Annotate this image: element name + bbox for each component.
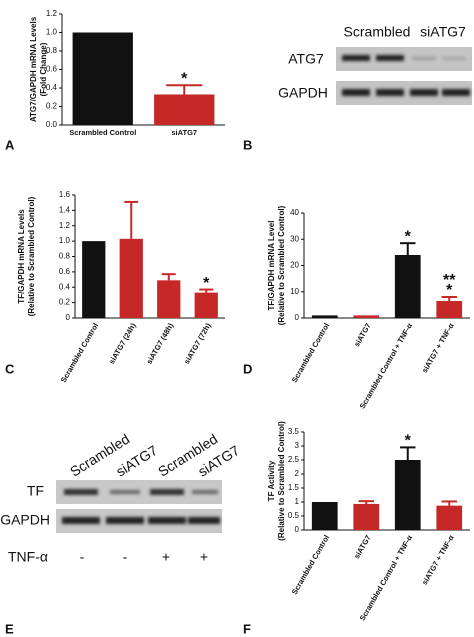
x-tick-label: siATG7 [352,533,373,560]
x-tick-label: Scrambled Control [69,128,136,137]
bar [353,315,380,318]
row-label: GAPDH [278,85,328,101]
x-tick-label: Scrambled Control [290,533,331,596]
y-axis-label: (Fold Change) [39,42,48,96]
y-axis-label: TF Activity [267,460,276,501]
y-tick-label: 40 [290,208,299,217]
bar [154,94,215,125]
y-tick-label: 3.5 [288,427,300,436]
x-tick-label: Scrambled Control [290,321,331,384]
y-axis-label: ATG7/GAPDH mRNA Levels [29,16,38,122]
x-tick-label: siATG7 + TNF-α [420,533,456,586]
annotation: * [203,275,210,292]
panel-label: A [5,137,15,152]
y-tick-label: 0 [295,313,300,322]
x-tick-label: Scrambled Control [59,321,100,384]
x-tick-label: siATG7 (72h) [182,321,213,366]
y-axis-label: TF/GAPDH mRNA Levels [17,209,26,304]
y-tick-label: 0.0 [46,120,58,129]
row-label: TF [27,483,44,499]
annotation: * [405,433,412,450]
bands [62,517,220,524]
y-tick-label: 1.2 [46,9,58,18]
treatment-sign: + [162,549,170,565]
bar [353,503,380,530]
bar [436,300,463,318]
treatment-sign: + [200,549,208,565]
y-tick-label: 0.6 [59,267,71,276]
bar [311,315,338,318]
row-label: GAPDH [0,512,50,528]
bands [342,55,466,61]
y-tick-label: 0.2 [46,102,58,111]
y-tick-label: 1 [295,497,300,506]
panel-label: C [5,361,15,376]
y-tick-label: 1.2 [59,221,71,230]
y-axis-label: (Relative to Scrambled Control) [277,421,286,541]
lane-label: Scrambled [344,24,411,40]
y-tick-label: 0.6 [46,65,58,74]
panel-label: E [5,621,14,636]
bar [82,241,106,318]
annotation: * [405,228,412,245]
y-tick-label: 0.4 [59,282,71,291]
bar [394,460,421,530]
y-tick-label: 1.6 [59,190,71,199]
y-tick-label: 0.2 [59,298,71,307]
y-axis-label: TF/GAPDH mRNA Level [267,221,276,311]
bands [64,489,218,495]
y-tick-label: 30 [290,234,299,243]
y-tick-label: 2 [295,469,300,478]
y-tick-label: 0 [66,313,71,322]
y-tick-label: 1.5 [288,483,300,492]
bar [311,502,338,530]
y-tick-label: 1.0 [46,28,58,37]
bar [394,255,421,318]
y-tick-label: 3 [295,441,300,450]
x-tick-label: siATG7 [171,128,197,137]
treatment-sign: - [123,549,128,565]
y-tick-label: 0.4 [46,83,58,92]
lane-label: siATG7 [420,24,466,40]
annotation: * [446,282,453,299]
bar [194,292,218,318]
x-tick-label: siATG7 (24h) [107,321,138,366]
annotation: ** [443,272,456,289]
panel-label: D [243,361,252,376]
panel-label: F [243,621,251,636]
bar [436,505,463,530]
bands [342,89,470,96]
y-tick-label: 1.0 [59,236,71,245]
x-tick-label: siATG7 (48h) [145,321,176,366]
y-tick-label: 0.8 [59,252,71,261]
row-label: ATG7 [288,51,324,67]
y-tick-label: 0 [295,525,300,534]
x-tick-label: siATG7 + TNF-α [420,321,456,374]
y-tick-label: 2.5 [288,455,300,464]
y-tick-label: 20 [290,261,299,270]
blot-b: Scrambled siATG7 ATG7 GAPDH B [243,24,472,152]
bar [157,280,181,318]
bar [119,238,143,318]
treatment-label: TNF-α [8,549,48,565]
x-tick-label: siATG7 [352,321,373,348]
y-tick-label: 0.5 [288,511,300,520]
y-tick-label: 0.8 [46,46,58,55]
y-axis-label: (Relative to Scrambled Control) [277,205,286,325]
y-tick-label: 1.4 [59,205,71,214]
y-tick-label: 10 [290,287,299,296]
blot-e: Scrambled siATG7 Scrambled siATG7 TF GAP… [0,431,242,637]
annotation: * [181,70,188,87]
bar [72,32,133,125]
y-axis-label: (Relative to Scrambled Control) [27,196,36,316]
panel-label: B [243,137,252,152]
treatment-sign: - [80,549,85,565]
